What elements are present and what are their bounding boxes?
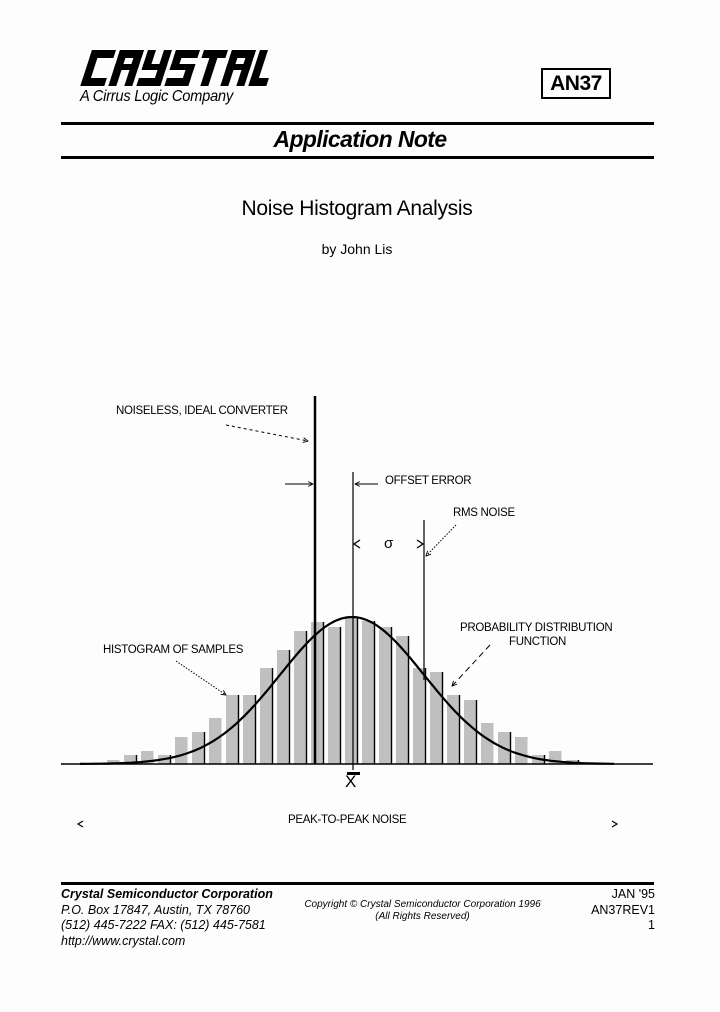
- offset-error-label: OFFSET ERROR: [385, 475, 472, 487]
- histogram-bar: [311, 622, 324, 764]
- author-byline: by John Lis: [321, 241, 393, 257]
- header-divider: [61, 156, 654, 159]
- revision-block: JAN '95 AN37REV1 1: [560, 887, 655, 934]
- crystal-logo: [80, 50, 269, 86]
- histogram-bar: [515, 737, 528, 764]
- page-title: Noise Histogram Analysis: [241, 197, 473, 220]
- sigma-symbol: σ: [384, 535, 394, 552]
- histogram-label: HISTOGRAM OF SAMPLES: [103, 644, 244, 656]
- copyright-text: Copyright © Crystal Semiconductor Corpor…: [304, 899, 541, 910]
- histogram-bar: [277, 650, 290, 764]
- rms-noise-label: RMS NOISE: [453, 507, 515, 519]
- histogram-bar: [226, 695, 239, 764]
- histogram-bar: [396, 636, 409, 764]
- document-type-heading: Application Note: [273, 126, 447, 152]
- ideal-converter-label: NOISELESS, IDEAL CONVERTER: [116, 405, 288, 417]
- phone-fax: (512) 445-7222 FAX: (512) 445-7581: [61, 918, 266, 932]
- histogram-bar: [175, 737, 188, 764]
- pdf-label-line1: PROBABILITY DISTRIBUTION: [460, 622, 613, 634]
- company-name: Crystal Semiconductor Corporation: [61, 887, 273, 901]
- revision: AN37REV1: [591, 902, 655, 917]
- histogram-bar: [379, 627, 392, 764]
- histogram-bar: [413, 668, 426, 764]
- rights-text: (All Rights Reserved): [375, 911, 470, 922]
- mean-symbol: X: [345, 772, 357, 791]
- page-number: 1: [648, 918, 655, 932]
- copyright-block: Copyright © Crystal Semiconductor Corpor…: [300, 899, 545, 923]
- histogram-bar: [362, 621, 375, 764]
- pdf-curve: [80, 615, 614, 765]
- histogram-bar: [260, 668, 273, 764]
- histogram-bar: [464, 700, 477, 764]
- document-number-badge: AN37: [541, 68, 611, 99]
- histogram-bar: [243, 695, 256, 764]
- histogram-bar: [345, 617, 358, 764]
- company-address-block: Crystal Semiconductor Corporation P.O. B…: [61, 887, 273, 949]
- postal-address: P.O. Box 17847, Austin, TX 78760: [61, 902, 251, 917]
- peak-to-peak-label: PEAK-TO-PEAK NOISE: [288, 814, 407, 826]
- pdf-label-line2: FUNCTION: [509, 636, 567, 648]
- website-link[interactable]: http://www.crystal.com: [61, 933, 186, 948]
- date: JAN '95: [611, 887, 655, 901]
- header-divider: [61, 122, 654, 125]
- histogram-bar: [124, 755, 137, 764]
- histogram-bar: [481, 723, 494, 764]
- histogram-bar: [294, 631, 307, 764]
- histogram-bars: [107, 617, 579, 764]
- company-tagline: A Cirrus Logic Company: [80, 88, 233, 105]
- footer-divider: [61, 882, 654, 885]
- histogram-bar: [107, 760, 120, 764]
- histogram-bar: [328, 627, 341, 764]
